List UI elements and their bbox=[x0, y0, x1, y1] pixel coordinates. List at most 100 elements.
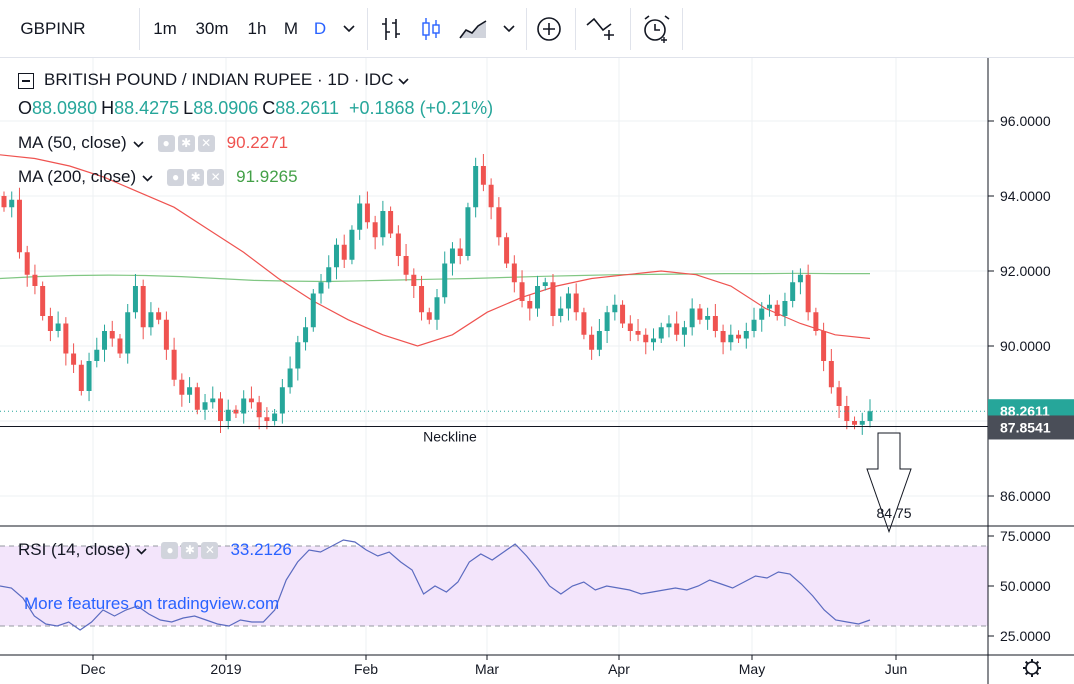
candle-body bbox=[419, 286, 425, 313]
candle-body bbox=[210, 398, 216, 403]
candle-body bbox=[102, 331, 108, 350]
eye-icon[interactable]: ● bbox=[157, 134, 175, 152]
close-icon[interactable]: ✕ bbox=[197, 134, 215, 152]
toolbar-divider bbox=[575, 8, 576, 50]
candle-body bbox=[1, 196, 7, 208]
close-icon[interactable]: ✕ bbox=[201, 541, 219, 559]
ma50-label[interactable]: MA (50, close) bbox=[18, 133, 127, 152]
candle-body bbox=[202, 402, 208, 410]
chevron-down-icon[interactable] bbox=[398, 70, 410, 90]
ohlc-row: O 88.0980 H 88.4275 L 88.0906 C 88.2611 +0.1… bbox=[18, 98, 497, 119]
high-label: H bbox=[101, 98, 115, 118]
rsi-tick-label: 50.0000 bbox=[1000, 578, 1051, 594]
neckline-price-box bbox=[988, 415, 1074, 440]
candle-body bbox=[163, 319, 169, 350]
chevron-down-icon[interactable] bbox=[133, 133, 144, 153]
eye-icon[interactable]: ● bbox=[167, 168, 185, 186]
candle-body bbox=[403, 256, 409, 275]
gear-icon[interactable] bbox=[1023, 659, 1041, 677]
candle-body bbox=[349, 229, 355, 260]
indicator-lines bbox=[0, 154, 871, 631]
chevron-down-icon[interactable] bbox=[497, 0, 521, 58]
candle-body bbox=[697, 308, 703, 320]
candle-body bbox=[372, 222, 378, 238]
symbol-search[interactable]: GBPINR bbox=[20, 19, 86, 38]
collapse-icon[interactable] bbox=[18, 73, 34, 89]
candle-body bbox=[674, 323, 680, 335]
top-toolbar: GBPINR 1m 30m 1h M D bbox=[0, 0, 1074, 58]
candle-body bbox=[511, 263, 517, 283]
area-style-icon[interactable] bbox=[456, 0, 490, 58]
bar-style-icon[interactable] bbox=[376, 0, 406, 58]
rsi-label[interactable]: RSI (14, close) bbox=[18, 540, 131, 559]
candle-body bbox=[542, 282, 548, 286]
gear-icon[interactable]: ✱ bbox=[177, 134, 195, 152]
compare-icon[interactable] bbox=[583, 0, 621, 58]
candle-body bbox=[357, 203, 363, 230]
time-tick-label: 2019 bbox=[210, 661, 241, 677]
series-title[interactable]: BRITISH POUND / INDIAN RUPEE · 1D · IDC bbox=[44, 70, 394, 89]
candle-body bbox=[743, 331, 749, 339]
candle-body bbox=[40, 286, 46, 316]
alert-icon[interactable] bbox=[638, 0, 674, 58]
chevron-down-icon[interactable] bbox=[142, 167, 153, 187]
candle-body bbox=[63, 323, 69, 354]
eye-icon[interactable]: ● bbox=[161, 541, 179, 559]
candle-body bbox=[643, 334, 649, 343]
candle-body bbox=[473, 166, 479, 208]
candle-body bbox=[589, 334, 595, 350]
candle-style-icon[interactable] bbox=[416, 0, 446, 58]
candle-body bbox=[156, 312, 162, 320]
chevron-down-icon[interactable] bbox=[136, 540, 148, 560]
rsi-tick-label: 25.0000 bbox=[1000, 628, 1051, 644]
candle-body bbox=[109, 331, 115, 339]
candle-body bbox=[24, 252, 30, 275]
interval-month[interactable]: M bbox=[283, 19, 299, 38]
ma200-label[interactable]: MA (200, close) bbox=[18, 167, 137, 186]
annotations: Neckline 84.75 bbox=[0, 410, 988, 534]
candle-body bbox=[627, 323, 633, 331]
candle-body bbox=[797, 274, 803, 283]
toolbar-divider bbox=[367, 8, 368, 50]
toolbar-divider bbox=[630, 8, 631, 50]
open-label: O bbox=[18, 98, 33, 118]
ma50-legend: MA (50, close) ● ✱ ✕ 90.2271 bbox=[18, 133, 288, 153]
close-value: 88.2611 bbox=[275, 98, 339, 118]
price-tick-label: 96.0000 bbox=[1000, 113, 1051, 129]
candle-body bbox=[751, 319, 757, 331]
candle-body bbox=[604, 312, 610, 331]
interval-1h[interactable]: 1h bbox=[247, 19, 267, 38]
interval-30m[interactable]: 30m bbox=[195, 19, 229, 38]
interval-day[interactable]: D bbox=[313, 19, 327, 38]
neckline-label: Neckline bbox=[423, 428, 477, 444]
interval-1m[interactable]: 1m bbox=[153, 19, 177, 38]
candle-body bbox=[380, 211, 386, 238]
candle-body bbox=[651, 338, 656, 343]
candle-body bbox=[620, 304, 626, 324]
gear-icon[interactable]: ✱ bbox=[181, 541, 199, 559]
close-icon[interactable]: ✕ bbox=[207, 168, 225, 186]
candle-body bbox=[527, 301, 533, 309]
watermark-link[interactable]: More features on tradingview.com bbox=[24, 594, 280, 613]
candle-body bbox=[689, 308, 695, 328]
time-tick-label: Mar bbox=[475, 661, 499, 677]
gear-icon[interactable]: ✱ bbox=[187, 168, 205, 186]
chevron-down-icon[interactable] bbox=[337, 0, 361, 58]
candle-body bbox=[16, 199, 22, 253]
price-tick-label: 90.0000 bbox=[1000, 338, 1051, 354]
candle-body bbox=[310, 293, 316, 328]
time-tick-label: Dec bbox=[81, 661, 106, 677]
candle-body bbox=[132, 286, 138, 313]
ma200-legend: MA (200, close) ● ✱ ✕ 91.9265 bbox=[18, 167, 298, 187]
candle-body bbox=[434, 297, 440, 320]
add-indicator-icon[interactable] bbox=[534, 0, 564, 58]
candle-body bbox=[705, 316, 711, 320]
gear-tooth bbox=[1035, 671, 1040, 676]
price-tick-label: 92.0000 bbox=[1000, 263, 1051, 279]
candle-body bbox=[612, 304, 618, 313]
candles bbox=[1, 154, 873, 435]
candle-body bbox=[836, 387, 842, 406]
candle-body bbox=[279, 387, 285, 414]
price-tick-label: 94.0000 bbox=[1000, 188, 1051, 204]
